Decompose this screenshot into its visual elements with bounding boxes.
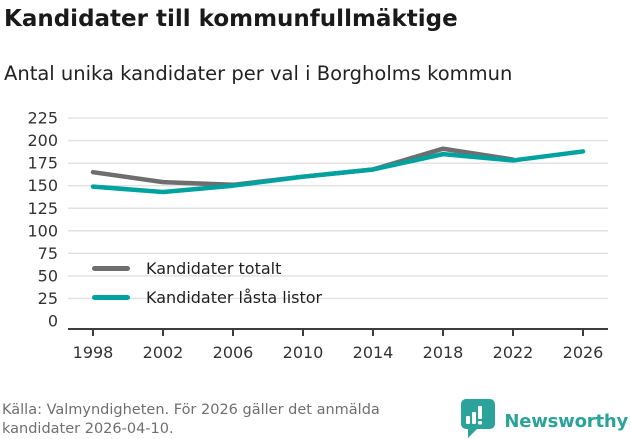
svg-text:1998: 1998: [73, 343, 114, 362]
svg-text:2010: 2010: [283, 343, 324, 362]
chart-area: 0 25 50 75 100 125 150 175 200 225 1998 2002 2006 201…: [0, 103, 631, 373]
source-line-2: kandidater 2026-04-10.: [2, 421, 174, 437]
legend-swatch-total: [92, 265, 130, 271]
svg-text:125: 125: [27, 199, 58, 218]
svg-text:75: 75: [38, 244, 58, 263]
speech-bubble-shape: [461, 399, 496, 438]
svg-text:2022: 2022: [493, 343, 534, 362]
svg-text:100: 100: [27, 221, 58, 240]
chart-legend: Kandidater totalt Kandidater låsta listo…: [92, 258, 322, 307]
svg-text:2026: 2026: [563, 343, 604, 362]
legend-label-locked: Kandidater låsta listor: [146, 287, 323, 307]
svg-text:2014: 2014: [353, 343, 394, 362]
brand-logo: Newsworthy: [458, 397, 628, 439]
source-line-1: Källa: Valmyndigheten. För 2026 gäller d…: [2, 402, 380, 418]
legend-swatch-locked: [92, 294, 130, 300]
brand-name: Newsworthy: [504, 410, 628, 432]
series-line-1: [90, 149, 586, 195]
svg-text:225: 225: [27, 109, 58, 128]
svg-text:50: 50: [38, 266, 58, 285]
svg-text:2018: 2018: [423, 343, 464, 362]
svg-text:2006: 2006: [213, 343, 254, 362]
svg-text:150: 150: [27, 176, 58, 195]
svg-text:200: 200: [27, 131, 58, 150]
legend-label-total: Kandidater totalt: [146, 258, 282, 278]
chart-subtitle: Antal unika kandidater per val i Borghol…: [4, 62, 513, 85]
svg-text:175: 175: [27, 154, 58, 173]
legend-item-locked: Kandidater låsta listor: [92, 287, 322, 307]
svg-text:25: 25: [38, 289, 58, 308]
source-note: Källa: Valmyndigheten. För 2026 gäller d…: [2, 401, 380, 439]
line-chart: 0 25 50 75 100 125 150 175 200 225 1998 2002 2006 201…: [27, 109, 608, 362]
page-title: Kandidater till kommunfullmäktige: [4, 6, 458, 32]
newsworthy-icon: [461, 399, 496, 438]
legend-item-total: Kandidater totalt: [92, 258, 322, 278]
svg-text:2002: 2002: [143, 343, 184, 362]
svg-text:0: 0: [48, 312, 58, 331]
